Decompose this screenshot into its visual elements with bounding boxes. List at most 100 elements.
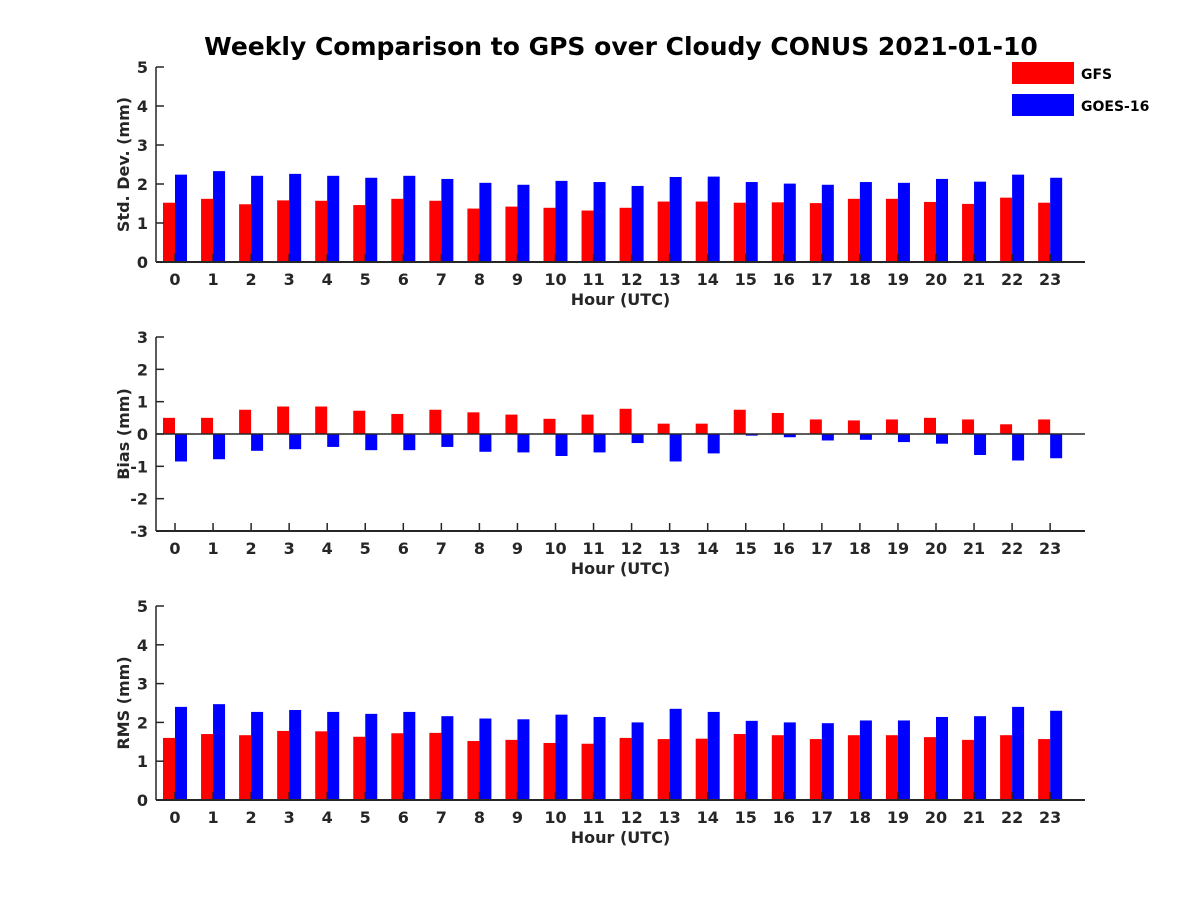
x-axis-label: Hour (UTC) <box>571 559 671 578</box>
bar-gfs-hour-10 <box>543 207 556 262</box>
bar-gfs-hour-15 <box>733 734 746 800</box>
x-tick-label: 11 <box>582 539 604 558</box>
x-tick-label: 21 <box>963 808 985 827</box>
bar-goes-16-hour-21 <box>974 716 987 800</box>
x-tick-label: 2 <box>246 270 257 289</box>
bar-gfs-hour-11 <box>581 210 594 262</box>
x-tick-label: 20 <box>925 808 947 827</box>
bar-goes-16-hour-23 <box>1050 434 1063 459</box>
bar-goes-16-hour-0 <box>175 434 187 462</box>
bar-goes-16-hour-1 <box>213 171 226 262</box>
x-tick-label: 4 <box>322 270 333 289</box>
bar-goes-16-hour-23 <box>1050 710 1063 800</box>
bar-goes-16-hour-11 <box>593 434 606 453</box>
bar-goes-16-hour-18 <box>859 434 872 440</box>
bar-goes-16-hour-19 <box>897 434 910 443</box>
bar-gfs-hour-15 <box>733 409 746 434</box>
bar-gfs-hour-21 <box>962 739 975 800</box>
bar-gfs-hour-4 <box>315 731 328 800</box>
x-axis-label: Hour (UTC) <box>571 828 671 847</box>
bar-goes-16-hour-8 <box>479 182 492 262</box>
bar-goes-16-hour-3 <box>289 709 302 800</box>
bar-gfs-hour-23 <box>1038 202 1051 262</box>
x-tick-label: 8 <box>474 808 485 827</box>
x-tick-label: 2 <box>246 808 257 827</box>
x-tick-label: 19 <box>887 808 909 827</box>
bar-gfs-hour-17 <box>809 203 822 262</box>
x-tick-label: 9 <box>512 270 523 289</box>
y-tick-label: 3 <box>137 136 148 155</box>
bar-goes-16-hour-4 <box>327 434 340 447</box>
bar-gfs-hour-4 <box>315 406 328 434</box>
x-tick-label: 8 <box>474 539 485 558</box>
bar-goes-16-hour-8 <box>479 718 492 800</box>
bar-goes-16-hour-0 <box>175 706 187 800</box>
bar-gfs-hour-0 <box>163 202 175 262</box>
y-tick-label: 5 <box>137 597 148 616</box>
bar-gfs-hour-22 <box>1000 197 1013 262</box>
bar-gfs-hour-7 <box>429 200 442 262</box>
bar-goes-16-hour-22 <box>1012 434 1025 461</box>
bar-goes-16-hour-6 <box>403 711 416 800</box>
bar-gfs-hour-21 <box>962 419 975 434</box>
x-tick-label: 23 <box>1039 539 1061 558</box>
x-tick-label: 1 <box>207 539 218 558</box>
bar-gfs-hour-5 <box>353 205 366 262</box>
series-gfs <box>163 730 1051 800</box>
y-axis-label: RMS (mm) <box>114 656 133 749</box>
bar-gfs-hour-3 <box>277 730 290 800</box>
bar-gfs-hour-20 <box>924 201 936 262</box>
y-tick-label: 2 <box>137 360 148 379</box>
x-tick-label: 22 <box>1001 808 1023 827</box>
bar-gfs-hour-2 <box>239 735 252 800</box>
bar-gfs-hour-6 <box>391 198 404 262</box>
bar-goes-16-hour-6 <box>403 434 416 451</box>
bar-goes-16-hour-9 <box>517 434 530 453</box>
legend-label-gfs: GFS <box>1081 67 1112 83</box>
x-tick-label: 12 <box>620 270 642 289</box>
bar-gfs-hour-15 <box>733 202 746 262</box>
x-tick-label: 17 <box>811 539 833 558</box>
bar-goes-16-hour-15 <box>745 182 758 262</box>
bar-gfs-hour-16 <box>771 202 784 262</box>
x-tick-label: 19 <box>887 539 909 558</box>
x-tick-label: 13 <box>659 270 681 289</box>
x-tick-label: 13 <box>659 539 681 558</box>
x-tick-label: 5 <box>360 270 371 289</box>
x-tick-label: 6 <box>398 270 409 289</box>
y-tick-label: 1 <box>137 752 148 771</box>
bar-goes-16-hour-17 <box>821 434 834 441</box>
bar-goes-16-hour-21 <box>974 181 987 262</box>
y-tick-label: 3 <box>137 328 148 347</box>
bar-gfs-hour-8 <box>467 741 480 800</box>
x-tick-label: 7 <box>436 539 447 558</box>
legend-swatch-goes-16 <box>1012 94 1074 116</box>
y-tick-label: -2 <box>130 490 148 509</box>
bar-goes-16-hour-14 <box>707 434 720 454</box>
y-tick-label: -3 <box>130 522 148 541</box>
x-tick-label: 10 <box>544 270 566 289</box>
x-tick-label: 5 <box>360 808 371 827</box>
bar-gfs-hour-12 <box>619 737 632 800</box>
bar-gfs-hour-19 <box>885 419 898 434</box>
bar-goes-16-hour-2 <box>251 434 264 451</box>
x-tick-label: 4 <box>322 808 333 827</box>
bar-goes-16-hour-3 <box>289 434 302 450</box>
x-tick-label: 11 <box>582 270 604 289</box>
bar-gfs-hour-23 <box>1038 739 1051 800</box>
bar-goes-16-hour-22 <box>1012 706 1025 800</box>
bar-goes-16-hour-19 <box>897 182 910 262</box>
bar-gfs-hour-1 <box>201 198 214 262</box>
bar-gfs-hour-23 <box>1038 419 1051 434</box>
x-tick-label: 23 <box>1039 808 1061 827</box>
bar-gfs-hour-13 <box>657 201 670 262</box>
bar-gfs-hour-8 <box>467 208 480 262</box>
bar-gfs-hour-7 <box>429 409 442 434</box>
bar-goes-16-hour-15 <box>745 720 758 800</box>
x-tick-label: 20 <box>925 539 947 558</box>
bar-gfs-hour-2 <box>239 409 252 434</box>
x-tick-label: 10 <box>544 808 566 827</box>
